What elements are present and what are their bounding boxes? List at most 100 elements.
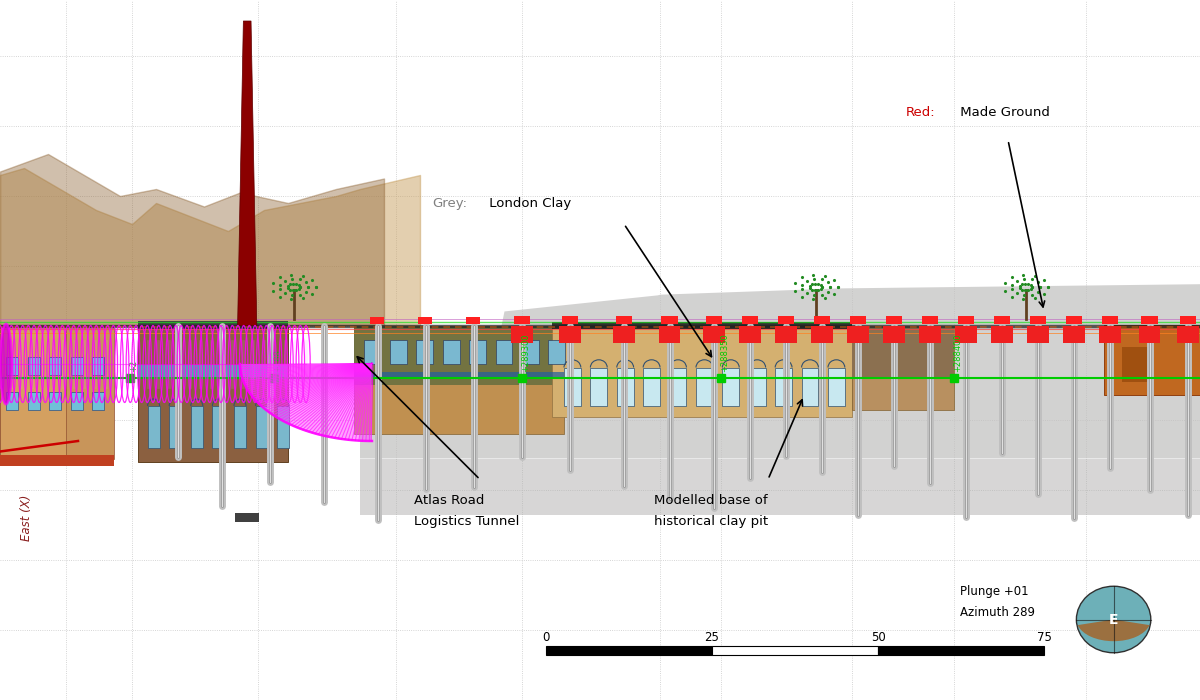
Bar	[443, 340, 460, 364]
Bar	[552, 322, 852, 329]
Bar	[138, 365, 288, 378]
Bar	[256, 406, 268, 448]
Bar	[1141, 316, 1158, 324]
Bar	[991, 326, 1013, 343]
Bar	[6, 357, 18, 374]
Bar	[1102, 316, 1118, 324]
Bar	[775, 368, 792, 406]
Bar	[1027, 326, 1049, 343]
Text: Atlas Road: Atlas Road	[414, 494, 485, 507]
Bar	[590, 368, 607, 406]
Bar	[696, 368, 713, 406]
Bar	[49, 357, 61, 374]
Text: Made Ground: Made Ground	[956, 106, 1050, 118]
Bar	[955, 326, 977, 343]
Bar	[514, 316, 530, 324]
Bar	[138, 321, 288, 329]
Bar	[92, 392, 104, 410]
Bar	[235, 513, 259, 522]
Bar	[1122, 346, 1152, 382]
Ellipse shape	[1076, 587, 1151, 652]
Text: London Clay: London Clay	[485, 197, 571, 209]
Text: E: E	[1109, 612, 1118, 626]
Bar	[466, 317, 480, 324]
Bar	[1099, 326, 1121, 343]
Bar	[6, 392, 18, 410]
Bar	[659, 326, 680, 343]
Bar	[511, 326, 533, 343]
Text: +289300: +289300	[521, 334, 530, 372]
Bar	[92, 357, 104, 374]
Ellipse shape	[0, 323, 12, 405]
Bar	[546, 646, 712, 654]
Bar	[847, 326, 869, 343]
Text: Plunge +01: Plunge +01	[960, 585, 1028, 598]
Bar	[739, 326, 761, 343]
Text: Azimuth 289: Azimuth 289	[960, 606, 1034, 619]
Bar	[548, 340, 565, 364]
Bar	[49, 392, 61, 410]
Bar	[617, 368, 634, 406]
Bar	[852, 326, 954, 378]
Bar	[814, 316, 830, 324]
Bar	[148, 406, 160, 448]
Bar	[496, 340, 512, 364]
Bar	[661, 316, 678, 324]
Text: Modelled base of: Modelled base of	[654, 494, 768, 507]
Text: Red:: Red:	[906, 106, 936, 118]
Bar	[802, 368, 818, 406]
Bar	[775, 326, 797, 343]
Bar	[364, 340, 380, 364]
Bar	[922, 316, 938, 324]
Bar	[564, 368, 581, 406]
Bar	[552, 326, 852, 416]
Bar	[883, 326, 905, 343]
Text: historical clay pit: historical clay pit	[654, 515, 768, 528]
Text: 50: 50	[871, 631, 886, 644]
Bar	[562, 316, 578, 324]
Polygon shape	[360, 284, 1200, 459]
Bar	[742, 316, 758, 324]
PathPatch shape	[240, 364, 372, 441]
Bar	[850, 316, 866, 324]
Text: 75: 75	[1037, 631, 1051, 644]
Bar	[878, 646, 1044, 654]
Bar	[559, 326, 581, 343]
Text: Grey:: Grey:	[432, 197, 467, 209]
Bar	[370, 317, 384, 324]
Bar	[71, 357, 83, 374]
Bar	[994, 316, 1010, 324]
Bar	[354, 326, 564, 434]
Bar	[811, 326, 833, 343]
Wedge shape	[1078, 620, 1150, 641]
Text: 0: 0	[542, 631, 550, 644]
Bar	[613, 326, 635, 343]
Bar	[212, 406, 224, 448]
Bar	[418, 317, 432, 324]
Bar	[277, 406, 289, 448]
Polygon shape	[238, 21, 257, 326]
Text: East (X): East (X)	[20, 495, 32, 541]
Bar	[1177, 326, 1199, 343]
Bar	[1139, 326, 1160, 343]
Bar	[390, 340, 407, 364]
Polygon shape	[360, 458, 1200, 514]
Bar	[828, 368, 845, 406]
Text: +288350: +288350	[720, 334, 730, 372]
Bar	[0, 326, 66, 458]
Bar	[1180, 316, 1196, 324]
Bar	[1030, 316, 1046, 324]
Bar	[416, 340, 433, 364]
Bar	[28, 392, 40, 410]
Bar	[616, 316, 632, 324]
Bar	[169, 406, 181, 448]
Bar	[722, 368, 739, 406]
Bar	[1066, 316, 1082, 324]
Text: 25: 25	[704, 631, 720, 644]
Text: +288: +288	[272, 349, 282, 372]
Bar	[71, 392, 83, 410]
Bar	[469, 340, 486, 364]
Bar	[0, 326, 114, 458]
Bar	[354, 326, 564, 385]
Bar	[852, 326, 954, 409]
